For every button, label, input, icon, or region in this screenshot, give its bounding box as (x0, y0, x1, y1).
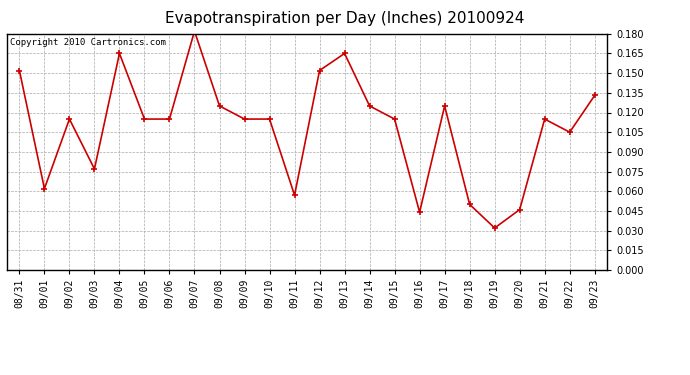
Text: Evapotranspiration per Day (Inches) 20100924: Evapotranspiration per Day (Inches) 2010… (166, 11, 524, 26)
Text: Copyright 2010 Cartronics.com: Copyright 2010 Cartronics.com (10, 39, 166, 48)
